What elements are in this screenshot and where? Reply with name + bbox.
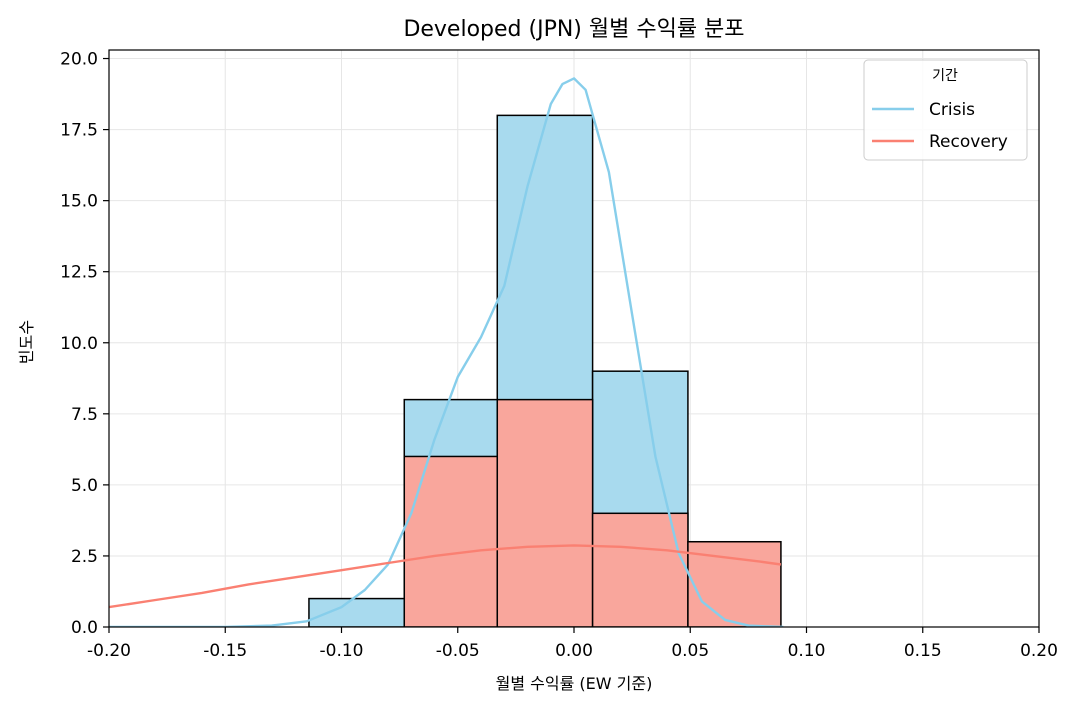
y-tick-label: 17.5 bbox=[60, 121, 98, 141]
bar-recovery bbox=[591, 512, 689, 627]
bar-recovery bbox=[687, 540, 782, 627]
y-tick-label: 5.0 bbox=[71, 476, 98, 496]
x-axis-label: 월별 수익률 (EW 기준) bbox=[496, 674, 653, 693]
x-axis-ticks: -0.20 -0.15 -0.10 -0.05 0.00 0.05 0.10 0.15 0.20 bbox=[87, 627, 1058, 661]
bars bbox=[308, 114, 782, 627]
y-tick-label: 20.0 bbox=[60, 50, 98, 70]
y-tick-label: 7.5 bbox=[71, 405, 98, 425]
x-tick-label: 0.00 bbox=[555, 641, 593, 661]
kde-line-crisis bbox=[109, 77, 784, 627]
kde-line-recovery bbox=[109, 544, 782, 609]
x-tick-label: -0.10 bbox=[320, 641, 364, 661]
chart-title: Developed (JPN) 월별 수익률 분포 bbox=[403, 17, 744, 42]
legend-label-crisis: Crisis bbox=[929, 100, 975, 120]
kde-curves bbox=[109, 77, 784, 627]
x-tick-label: -0.05 bbox=[436, 641, 480, 661]
legend-title: 기간 bbox=[932, 68, 958, 84]
y-axis-ticks: 0.0 2.5 5.0 7.5 10.0 12.5 15.0 17.5 20.0 bbox=[60, 50, 109, 638]
x-tick-label: 0.20 bbox=[1020, 641, 1058, 661]
bar-recovery bbox=[496, 398, 594, 627]
bar-recovery bbox=[403, 455, 499, 627]
x-tick-label: 0.05 bbox=[671, 641, 709, 661]
y-tick-label: 2.5 bbox=[71, 547, 98, 567]
legend-label-recovery: Recovery bbox=[929, 132, 1008, 152]
y-axis-label: 빈도수 bbox=[17, 320, 36, 364]
x-tick-label: -0.20 bbox=[87, 641, 131, 661]
y-tick-label: 10.0 bbox=[60, 334, 98, 354]
bar-crisis bbox=[308, 597, 406, 627]
y-tick-label: 12.5 bbox=[60, 263, 98, 283]
x-tick-label: -0.15 bbox=[203, 641, 247, 661]
x-tick-label: 0.15 bbox=[904, 641, 942, 661]
legend-box bbox=[863, 59, 1028, 161]
legend: 기간 Crisis Recovery bbox=[863, 59, 1028, 161]
y-tick-label: 15.0 bbox=[60, 192, 98, 212]
x-tick-label: 0.10 bbox=[788, 641, 826, 661]
y-tick-label: 0.0 bbox=[71, 618, 98, 638]
